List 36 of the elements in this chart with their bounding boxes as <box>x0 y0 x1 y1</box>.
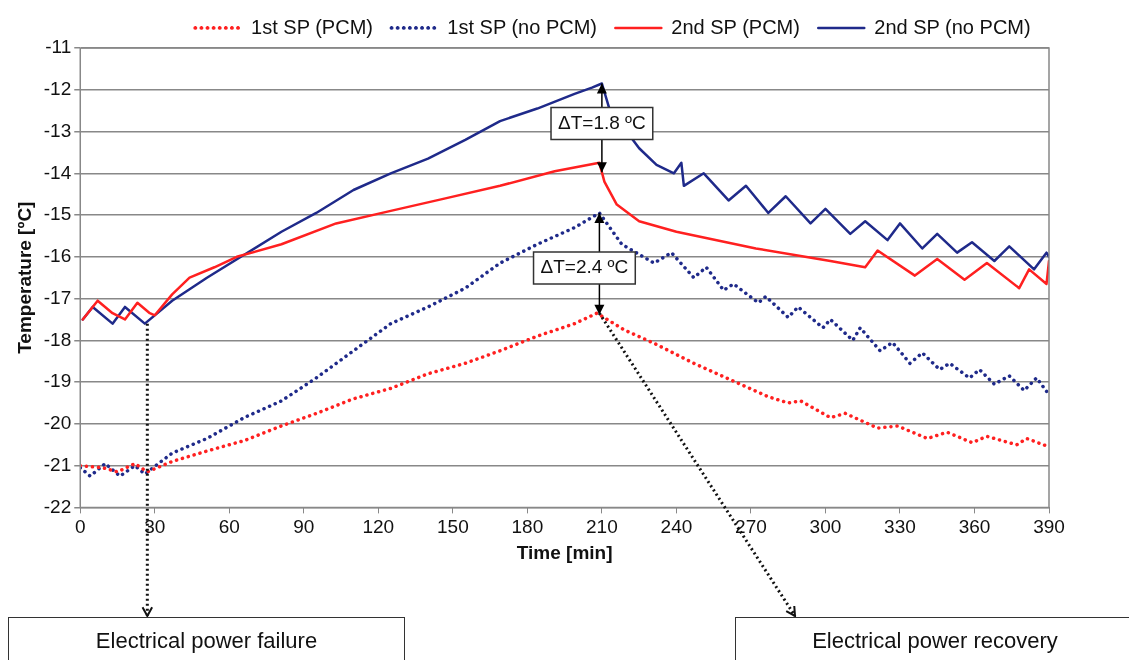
y-tick-label: -17 <box>43 286 72 308</box>
y-tick-label: -11 <box>45 36 72 58</box>
y-axis-title: Temperature [ºC] <box>13 201 35 354</box>
x-tick-label: 240 <box>660 516 693 538</box>
y-tick-label: -21 <box>43 453 72 475</box>
y-tick-label: -19 <box>43 370 72 392</box>
annotation: ΔT=1.8 ºC <box>558 111 646 133</box>
y-tick-label: -20 <box>43 412 72 434</box>
y-tick-label: -12 <box>43 78 72 99</box>
y-tick-label: -14 <box>43 161 72 183</box>
y-tick-label: -22 <box>43 495 72 517</box>
x-tick-label: 0 <box>74 516 86 538</box>
x-tick-label: 210 <box>586 516 618 538</box>
x-tick-label: 150 <box>437 516 469 538</box>
annotation: Electrical power recovery <box>735 617 1129 660</box>
legend-label: 1st SP (no PCM) <box>447 15 597 38</box>
x-tick-label: 60 <box>218 516 240 538</box>
y-tick-label: -13 <box>43 119 72 141</box>
x-tick-label: 30 <box>144 516 166 538</box>
legend-label: 2nd SP (PCM) <box>671 15 800 38</box>
x-tick-label: 120 <box>362 516 395 538</box>
annotation: Electrical power failure <box>8 617 405 660</box>
x-axis-title: Time [min] <box>516 541 613 563</box>
y-tick-label: -18 <box>43 328 72 350</box>
x-tick-label: 390 <box>1033 516 1065 538</box>
legend-label: 1st SP (PCM) <box>251 15 373 38</box>
x-tick-label: 330 <box>884 516 916 538</box>
x-tick-label: 360 <box>958 516 991 538</box>
y-tick-label: -16 <box>43 245 72 267</box>
x-tick-label: 90 <box>293 516 315 538</box>
annotation: ΔT=2.4 ºC <box>540 256 629 278</box>
x-tick-label: 180 <box>511 516 544 538</box>
x-tick-label: 300 <box>809 516 842 538</box>
legend-label: 2nd SP (no PCM) <box>874 15 1031 38</box>
y-tick-label: -15 <box>43 203 72 225</box>
x-tick-label: 270 <box>735 516 767 538</box>
